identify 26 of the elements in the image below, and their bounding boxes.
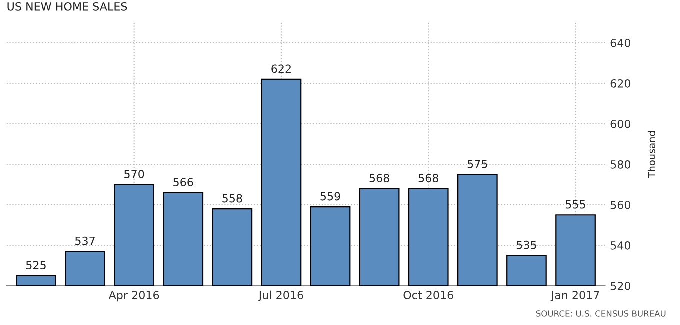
y-tick-label: 600 (610, 120, 631, 128)
y-tick-label: 640 (610, 38, 631, 48)
data-label: 568 (418, 174, 438, 182)
data-label: 568 (370, 174, 390, 182)
data-label: 570 (124, 170, 144, 178)
chart-title: US NEW HOME SALES (8, 2, 128, 11)
x-tick-label: Jan 2017 (550, 291, 600, 302)
data-label: 622 (272, 64, 291, 74)
data-label: 575 (468, 160, 488, 168)
y-tick-label: 560 (610, 200, 631, 210)
y-tick-label: 580 (610, 160, 631, 169)
data-label: 559 (320, 192, 340, 201)
y-axis-title: Thousand (648, 131, 656, 178)
x-tick-label: Apr 2016 (108, 291, 160, 302)
data-label: 566 (174, 178, 194, 187)
data-label: 555 (566, 200, 586, 209)
source-note: SOURCE: U.S. CENSUS BUREAU (536, 310, 666, 317)
y-tick-label: 520 (610, 282, 631, 290)
x-tick-label: Oct 2016 (404, 291, 454, 300)
data-label: 535 (516, 240, 536, 250)
data-label: 525 (26, 261, 46, 270)
data-label: 537 (76, 236, 95, 246)
x-tick-label: Jul 2016 (258, 290, 304, 302)
data-label: 558 (222, 194, 242, 203)
y-tick-label: 540 (610, 241, 631, 250)
y-tick-label: 620 (610, 79, 631, 88)
